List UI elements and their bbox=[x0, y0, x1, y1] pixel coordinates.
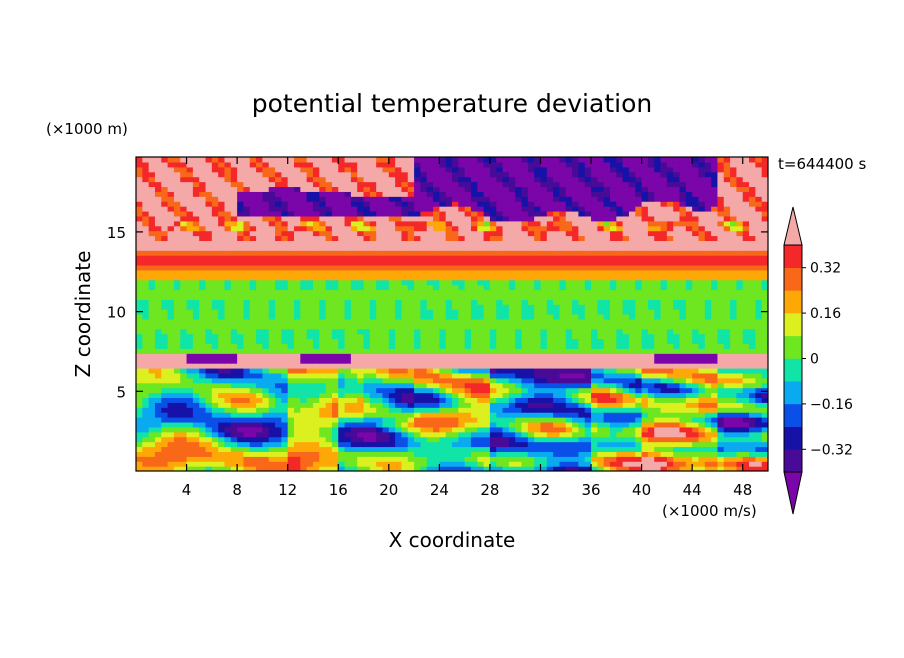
contour-field bbox=[136, 157, 769, 472]
x-tick-label: 40 bbox=[632, 481, 651, 499]
y-tick-label: 5 bbox=[116, 383, 126, 401]
x-axis-label: X coordinate bbox=[389, 528, 516, 552]
colorbar-over-arrow bbox=[784, 207, 802, 245]
x-tick-label: 20 bbox=[379, 481, 398, 499]
colorbar-tick-label: 0.16 bbox=[810, 306, 841, 322]
colorbar-tick-label: 0.32 bbox=[810, 261, 841, 277]
colorbar-under-arrow bbox=[784, 472, 802, 514]
y-unit-label: (×1000 m) bbox=[46, 120, 128, 138]
colorbar-band bbox=[784, 313, 802, 336]
colorbar-band bbox=[784, 404, 802, 427]
y-tick-label: 15 bbox=[107, 224, 126, 242]
colorbar-band bbox=[784, 290, 802, 313]
colorbar-tick-label: 0 bbox=[810, 352, 819, 368]
x-tick-label: 36 bbox=[581, 481, 600, 499]
x-tick-label: 44 bbox=[683, 481, 702, 499]
x-tick-label: 8 bbox=[232, 481, 242, 499]
colorbar-tick-label: −0.16 bbox=[810, 397, 853, 413]
colorbar-band bbox=[784, 336, 802, 359]
x-tick-label: 48 bbox=[733, 481, 752, 499]
colorbar-band bbox=[784, 268, 802, 291]
y-axis-label: Z coordinate bbox=[71, 251, 95, 378]
colorbar-band bbox=[784, 449, 802, 472]
colorbar-band bbox=[784, 427, 802, 450]
y-tick-label: 10 bbox=[107, 304, 126, 322]
x-tick-label: 32 bbox=[531, 481, 550, 499]
x-tick-label: 4 bbox=[182, 481, 192, 499]
colorbar-band bbox=[784, 245, 802, 268]
x-tick-label: 24 bbox=[430, 481, 449, 499]
x-unit-label: (×1000 m/s) bbox=[662, 502, 757, 520]
colorbar-band bbox=[784, 359, 802, 382]
colorbar-band bbox=[784, 381, 802, 404]
x-tick-label: 28 bbox=[480, 481, 499, 499]
time-label: t=644400 s bbox=[778, 155, 866, 173]
x-tick-label: 16 bbox=[329, 481, 348, 499]
chart-title: potential temperature deviation bbox=[252, 89, 652, 118]
colorbar: 0.32 0.16 0 −0.16 −0.32 bbox=[784, 207, 853, 514]
x-tick-label: 12 bbox=[278, 481, 297, 499]
colorbar-tick-label: −0.32 bbox=[810, 442, 853, 458]
